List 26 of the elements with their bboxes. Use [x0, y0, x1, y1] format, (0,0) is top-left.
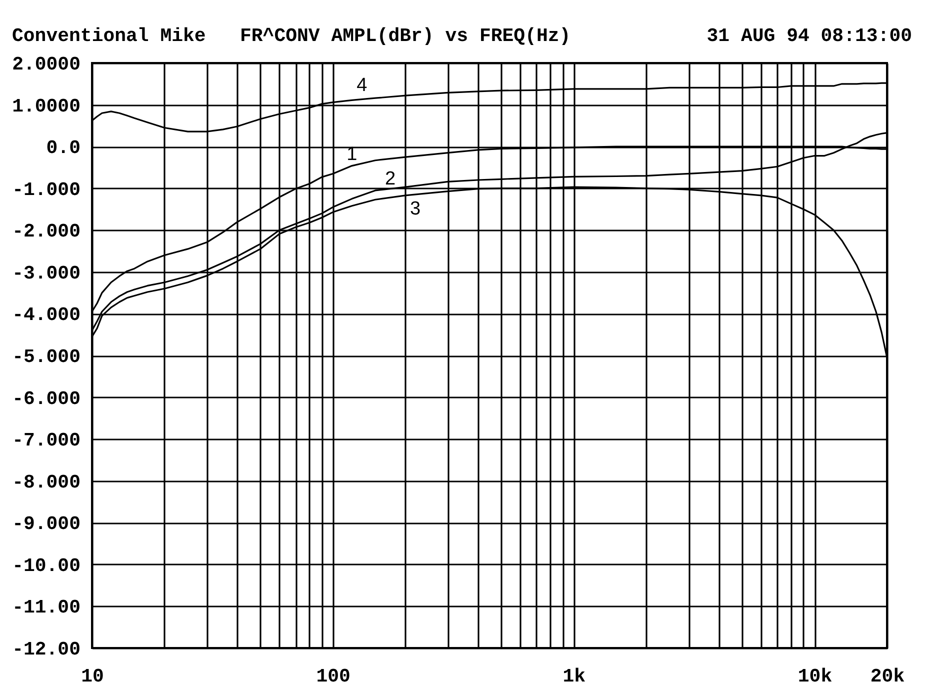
x-tick-label: 10k	[798, 666, 832, 688]
y-tick-label: 1.0000	[12, 95, 80, 118]
y-tick-label: -10.00	[12, 554, 80, 577]
series-label: 2	[384, 168, 396, 190]
y-tick-label: -8.000	[12, 471, 80, 494]
y-tick-label: -6.000	[12, 388, 80, 410]
chart-title: Conventional Mike	[12, 25, 206, 47]
x-tick-label: 10	[81, 666, 104, 688]
y-tick-label: -12.00	[12, 638, 80, 660]
series-label: 3	[410, 198, 421, 220]
y-tick-label: 0.0	[46, 137, 80, 160]
y-tick-label: -11.00	[12, 596, 80, 619]
y-tick-label: -2.000	[12, 220, 80, 243]
y-tick-label: -9.000	[12, 513, 80, 536]
x-tick-label: 100	[316, 666, 350, 688]
text: 31 AUG 94 08:13:00	[706, 25, 912, 47]
y-tick-label: -7.000	[12, 430, 80, 452]
y-tick-label: -3.000	[12, 262, 80, 284]
chart-subtitle: FR^CONV AMPL(dBr) vs FREQ(Hz)	[240, 25, 571, 47]
x-tick-label: 1k	[562, 666, 586, 688]
series-label: 4	[356, 75, 368, 96]
x-tick-label: 20k	[870, 666, 905, 688]
y-tick-label: -5.000	[12, 346, 80, 368]
y-tick-label: 2.0000	[12, 54, 80, 76]
y-tick-label: -1.000	[12, 178, 80, 201]
y-tick-label: -4.000	[12, 304, 80, 326]
